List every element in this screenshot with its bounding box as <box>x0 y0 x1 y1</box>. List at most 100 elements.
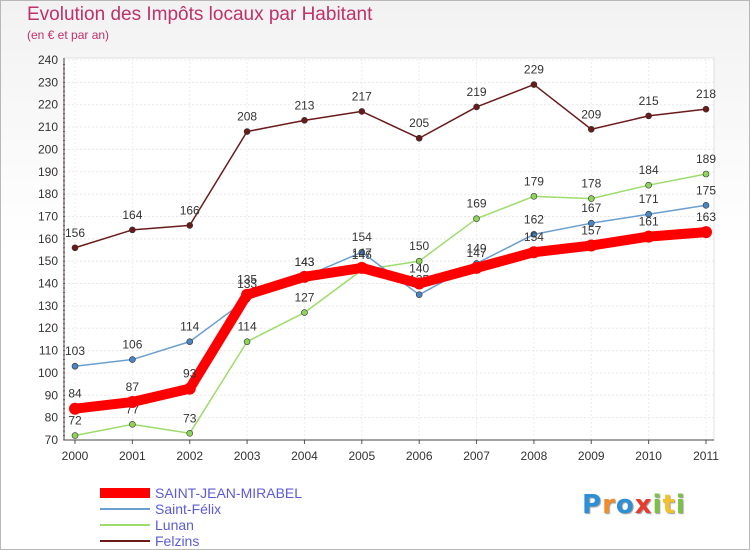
y-tick-label: 130 <box>38 299 58 313</box>
data-label-saint-jean-mirabel: 143 <box>294 255 314 269</box>
x-tick-label: 2000 <box>62 449 89 463</box>
data-label-lunan: 189 <box>696 152 716 166</box>
data-point-saint-felix <box>129 356 136 363</box>
x-tick-label: 2010 <box>635 449 662 463</box>
data-label-saint-jean-mirabel: 157 <box>581 224 601 238</box>
legend-swatch <box>100 508 150 510</box>
data-point-lunan <box>702 170 710 178</box>
legend-label: Lunan <box>155 517 194 533</box>
x-tick-label: 2002 <box>176 449 203 463</box>
data-point-saint-jean-mirabel <box>470 261 483 274</box>
data-point-felzins <box>415 134 423 142</box>
data-point-lunan <box>243 338 251 345</box>
data-point-saint-jean-mirabel <box>126 396 139 408</box>
data-point-saint-felix <box>702 201 710 209</box>
data-label-saint-felix: 103 <box>65 344 85 358</box>
data-point-felzins <box>530 81 538 88</box>
data-label-saint-jean-mirabel: 87 <box>126 380 140 394</box>
y-tick-label: 210 <box>38 120 58 134</box>
logo-letter: i <box>675 490 686 520</box>
data-point-saint-felix <box>358 248 366 256</box>
data-point-lunan <box>301 309 308 316</box>
y-tick-label: 120 <box>38 321 58 335</box>
y-tick-label: 160 <box>38 232 58 246</box>
x-tick-label: 2001 <box>119 449 146 463</box>
data-point-saint-jean-mirabel <box>642 230 655 243</box>
data-label-lunan: 73 <box>183 411 197 425</box>
data-point-lunan <box>129 421 136 428</box>
data-label-felzins: 215 <box>639 94 659 108</box>
data-label-felzins: 213 <box>294 98 314 112</box>
plot-area <box>63 57 715 441</box>
data-point-saint-felix <box>587 219 595 227</box>
series-line-lunan <box>74 173 707 437</box>
data-label-felzins: 209 <box>581 107 601 121</box>
data-point-saint-jean-mirabel <box>298 270 311 283</box>
data-point-lunan <box>645 181 652 189</box>
data-point-felzins <box>243 128 251 135</box>
data-label-saint-felix: 114 <box>180 320 199 334</box>
data-point-felzins <box>71 244 79 252</box>
legend-swatch <box>100 540 150 542</box>
chart-title: Evolution des Impôts locaux par Habitant <box>27 4 373 25</box>
data-label-felzins: 229 <box>524 63 544 77</box>
logo-letter: o <box>615 490 635 520</box>
y-tick-label: 140 <box>38 277 58 291</box>
data-label-saint-jean-mirabel: 154 <box>524 230 544 244</box>
data-label-felzins: 166 <box>180 203 200 217</box>
data-point-felzins <box>587 125 595 133</box>
y-tick-label: 70 <box>45 433 59 447</box>
data-point-saint-felix <box>71 362 79 370</box>
data-point-saint-jean-mirabel <box>527 246 540 259</box>
data-point-felzins <box>645 112 652 120</box>
logo-letter: x <box>634 490 653 520</box>
data-label-felzins: 219 <box>467 85 487 99</box>
data-label-saint-felix: 149 <box>467 241 487 255</box>
data-point-saint-jean-mirabel <box>183 382 196 395</box>
data-label-saint-felix: 154 <box>352 230 372 244</box>
data-point-felzins <box>358 108 366 115</box>
data-label-lunan: 179 <box>524 174 544 188</box>
y-tick-label: 150 <box>38 254 58 268</box>
data-label-lunan: 150 <box>409 239 429 253</box>
data-point-felzins <box>473 103 480 111</box>
y-tick-label: 80 <box>45 411 59 425</box>
x-tick-label: 2004 <box>291 449 318 463</box>
data-point-saint-jean-mirabel <box>700 226 712 239</box>
x-tick-label: 2006 <box>406 449 433 463</box>
data-point-lunan <box>530 193 538 200</box>
data-point-felzins <box>301 117 308 124</box>
data-point-lunan <box>71 432 79 439</box>
data-label-saint-felix: 106 <box>122 338 142 352</box>
logo-letter: P <box>582 490 603 520</box>
y-tick-label: 90 <box>45 388 59 402</box>
data-label-lunan: 114 <box>238 320 257 334</box>
data-point-lunan <box>587 195 595 202</box>
data-label-saint-felix: 175 <box>696 183 716 197</box>
data-label-saint-felix: 162 <box>524 212 544 226</box>
y-tick-label: 240 <box>38 53 58 67</box>
series-line-felzins <box>74 83 707 249</box>
data-label-saint-felix: 143 <box>294 255 314 269</box>
data-point-saint-jean-mirabel <box>241 288 254 301</box>
logo-letter: r <box>602 490 616 520</box>
data-point-saint-felix <box>415 291 423 299</box>
data-point-saint-felix <box>530 231 538 238</box>
data-label-lunan: 178 <box>581 177 601 191</box>
data-point-felzins <box>186 222 194 229</box>
x-tick-label: 2011 <box>693 449 719 463</box>
x-tick-label: 2003 <box>234 449 261 463</box>
data-label-saint-jean-mirabel: 93 <box>183 367 197 381</box>
y-tick-label: 180 <box>38 187 58 201</box>
logo-letter: t <box>662 490 676 520</box>
legend-swatch <box>100 524 150 526</box>
data-label-felzins: 208 <box>237 110 257 124</box>
data-label-saint-felix: 167 <box>581 201 601 215</box>
legend-label: SAINT-JEAN-MIRABEL <box>155 485 303 501</box>
data-point-saint-jean-mirabel <box>585 239 598 252</box>
logo-letter: i <box>652 490 663 520</box>
data-label-saint-jean-mirabel: 84 <box>68 387 82 401</box>
line-chart: 7080901001101201301401501601701801902002… <box>38 53 719 463</box>
y-tick-label: 110 <box>39 344 58 358</box>
data-label-felzins: 156 <box>65 226 85 240</box>
